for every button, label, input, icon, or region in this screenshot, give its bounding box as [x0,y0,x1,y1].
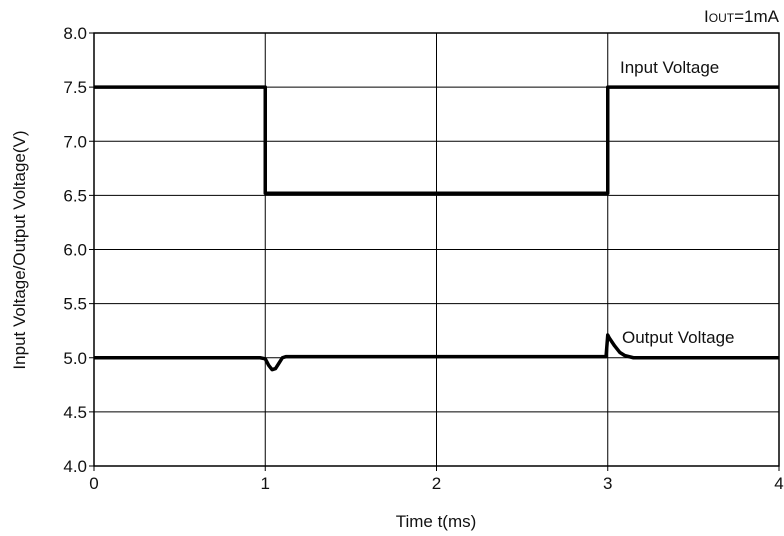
y-tick-label: 6.0 [63,241,87,260]
x-tick-label: 0 [89,474,98,493]
x-tick-label: 2 [432,474,441,493]
condition-label: IOUT=1mA [704,7,780,26]
condition-suffix: =1mA [734,7,780,26]
condition-subscript: OUT [709,11,735,25]
ticks: 0 1 2 3 4 4.0 4.5 5.0 5.5 6.0 6.5 7.0 7.5 8.0 [63,24,783,493]
condition-prefix: I [704,7,709,26]
x-tick-label: 1 [261,474,270,493]
y-tick-label: 4.0 [63,457,87,476]
y-tick-label: 7.0 [63,132,87,151]
x-tick-label: 4 [774,474,783,493]
input-voltage-label: Input Voltage [620,58,719,77]
y-tick-label: 5.5 [63,295,87,314]
series-layer [94,85,779,372]
y-tick-label: 6.5 [63,186,87,205]
y-tick-label: 5.0 [63,349,87,368]
y-tick-label: 7.5 [63,78,87,97]
y-tick-label: 8.0 [63,24,87,43]
grid [94,33,779,466]
y-axis-label: Input Voltage/Output Voltage(V) [10,130,29,369]
x-tick-label: 3 [603,474,612,493]
output-voltage-label: Output Voltage [622,328,734,347]
x-axis-label: Time t(ms) [396,512,477,531]
y-tick-label: 4.5 [63,403,87,422]
input-voltage-line [94,85,779,195]
output-voltage-line [94,333,779,372]
